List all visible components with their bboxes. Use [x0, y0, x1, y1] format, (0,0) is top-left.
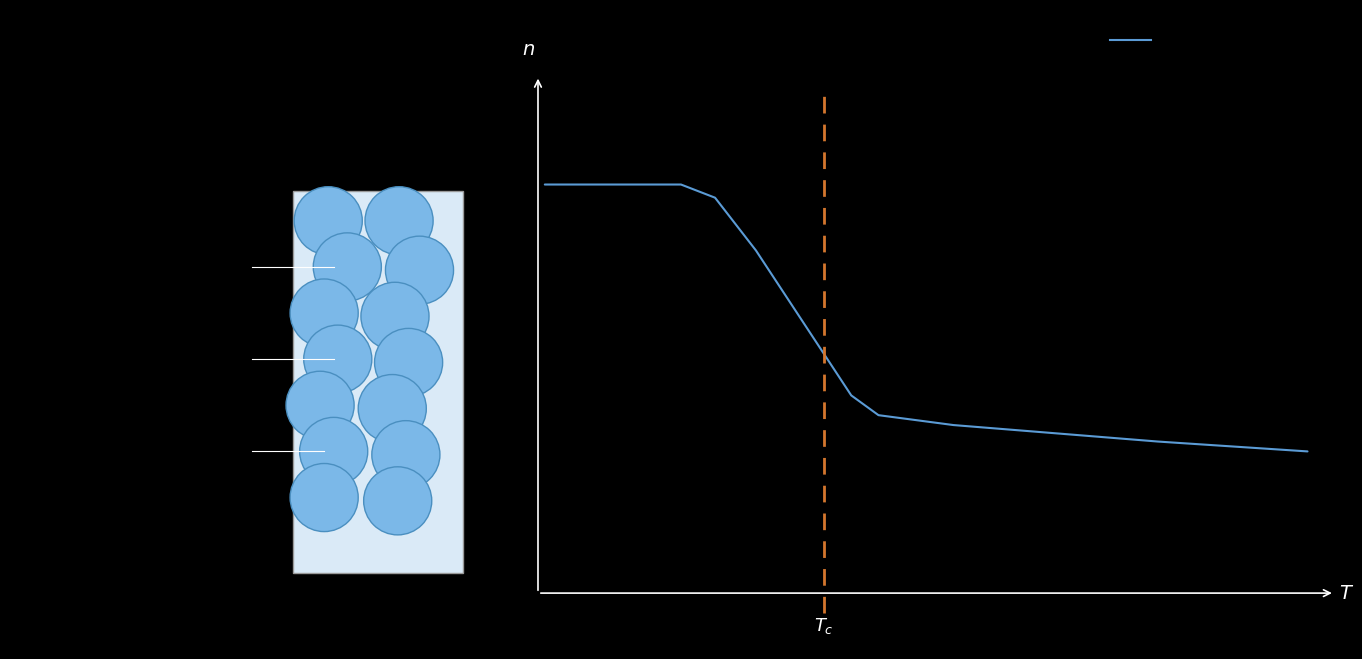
- Ellipse shape: [361, 282, 429, 351]
- Ellipse shape: [375, 328, 443, 397]
- Ellipse shape: [290, 279, 358, 347]
- Text: n: n: [522, 40, 535, 59]
- Ellipse shape: [385, 236, 454, 304]
- Text: $T_c$: $T_c$: [814, 616, 834, 636]
- FancyBboxPatch shape: [293, 191, 463, 573]
- Ellipse shape: [300, 417, 368, 486]
- Ellipse shape: [304, 325, 372, 393]
- Ellipse shape: [364, 467, 432, 535]
- Ellipse shape: [313, 233, 381, 301]
- Ellipse shape: [294, 186, 362, 255]
- Ellipse shape: [290, 463, 358, 532]
- Ellipse shape: [372, 420, 440, 489]
- Ellipse shape: [365, 186, 433, 255]
- Ellipse shape: [358, 374, 426, 443]
- Ellipse shape: [286, 371, 354, 440]
- Text: T: T: [1339, 584, 1351, 602]
